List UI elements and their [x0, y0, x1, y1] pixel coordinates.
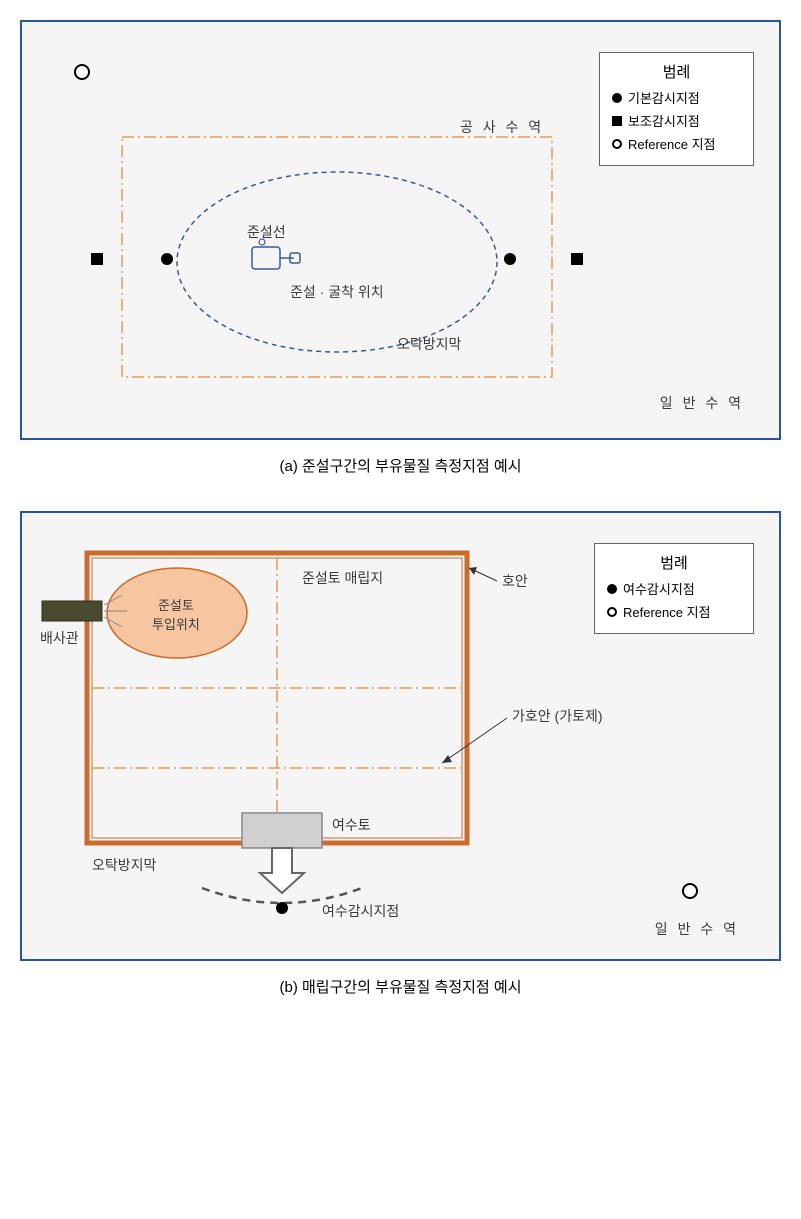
construction-zone-label: 공 사 수 역	[460, 117, 544, 137]
aux-monitor-marker-left	[91, 253, 103, 265]
spillway-rect	[242, 813, 322, 848]
diagram-panel-a: 범례 기본감시지점 보조감시지점 Reference 지점 공 사 수 역 준설…	[20, 20, 781, 440]
down-arrow-icon	[260, 848, 304, 893]
square-filled-icon	[612, 116, 622, 126]
dredging-location-label: 준설 · 굴착 위치	[290, 282, 384, 302]
basic-monitor-marker-left	[161, 253, 173, 265]
circle-filled-icon	[612, 93, 622, 103]
dredger-icon	[252, 239, 300, 269]
spillway-monitor-label: 여수감시지점	[322, 901, 399, 921]
dredger-label: 준설선	[247, 222, 286, 242]
legend-title-b: 범례	[607, 552, 741, 573]
silt-curtain-label-a: 오탁방지막	[397, 334, 461, 354]
legend-box-a: 범례 기본감시지점 보조감시지점 Reference 지점	[599, 52, 754, 166]
legend-item: 보조감시지점	[612, 111, 741, 130]
legend-box-b: 범례 여수감시지점 Reference 지점	[594, 543, 754, 634]
legend-item: 기본감시지점	[612, 88, 741, 107]
circle-open-icon	[612, 139, 622, 149]
temp-revetment-label: 가호안 (가토제)	[512, 706, 603, 726]
legend-title-a: 범례	[612, 61, 741, 82]
input-location-label: 준설토 투입위치	[152, 595, 200, 633]
circle-open-icon	[607, 607, 617, 617]
construction-zone-rect	[122, 137, 552, 377]
spillway-label: 여수토	[332, 815, 371, 835]
revetment-label: 호안	[502, 571, 528, 591]
caption-b: (b) 매립구간의 부유물질 측정지점 예시	[20, 976, 781, 997]
reference-point-marker-b	[683, 884, 697, 898]
discharge-pipe-rect	[42, 601, 102, 621]
general-zone-label-b: 일 반 수 역	[655, 919, 739, 939]
legend-label: 여수감시지점	[623, 579, 695, 598]
spillway-monitor-marker	[276, 902, 288, 914]
legend-item: 여수감시지점	[607, 579, 741, 598]
discharge-pipe-label: 배사관	[40, 628, 79, 648]
general-zone-label-a: 일 반 수 역	[660, 393, 744, 413]
arrow-temp-revetment	[442, 718, 507, 763]
silt-curtain-ellipse	[177, 172, 497, 352]
legend-label: 보조감시지점	[628, 111, 700, 130]
aux-monitor-marker-right	[571, 253, 583, 265]
legend-item: Reference 지점	[607, 602, 741, 621]
legend-item: Reference 지점	[612, 134, 741, 153]
reference-point-marker	[75, 65, 89, 79]
landfill-label: 준설토 매립지	[302, 568, 383, 588]
caption-a: (a) 준설구간의 부유물질 측정지점 예시	[20, 455, 781, 476]
legend-label: Reference 지점	[623, 602, 711, 621]
circle-filled-icon	[607, 584, 617, 594]
silt-curtain-label-b: 오탁방지막	[92, 855, 156, 875]
basic-monitor-marker-right	[504, 253, 516, 265]
diagram-panel-b: 범례 여수감시지점 Reference 지점 배사관 준설토 투입위치 준설토 …	[20, 511, 781, 961]
legend-label: Reference 지점	[628, 134, 716, 153]
legend-label: 기본감시지점	[628, 88, 700, 107]
